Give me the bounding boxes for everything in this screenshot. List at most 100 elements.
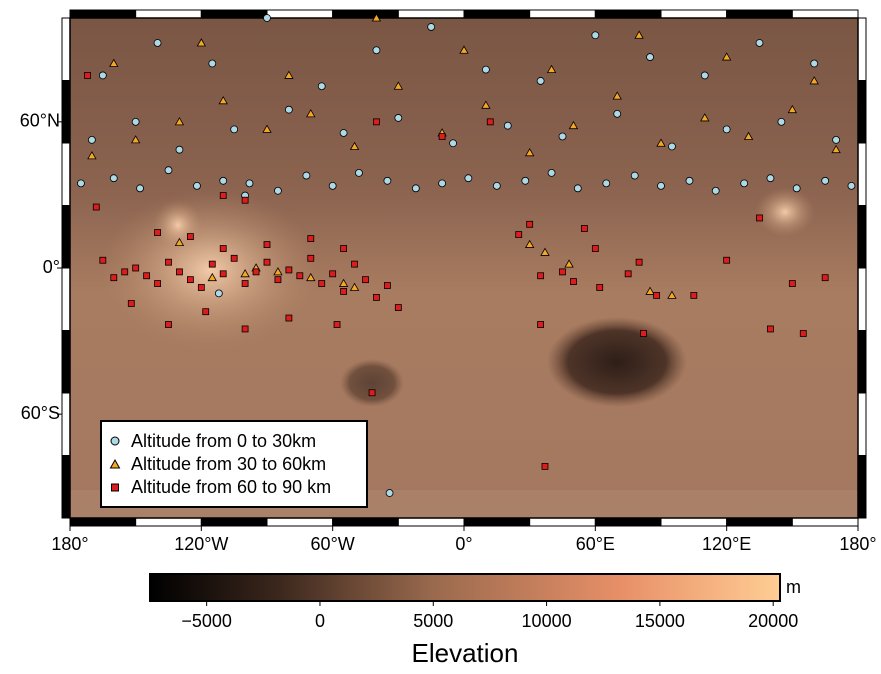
colorbar-tick-label: 0 xyxy=(315,611,325,631)
colorbar-tick-label: −5000 xyxy=(181,611,232,631)
x-tick-label: 180° xyxy=(51,534,88,554)
x-tick-label: 180° xyxy=(839,534,876,554)
x-tick-label: 60°W xyxy=(311,534,355,554)
point xyxy=(203,309,209,315)
point xyxy=(465,175,472,182)
point xyxy=(166,322,172,328)
frame-bar xyxy=(858,206,866,269)
point xyxy=(537,77,544,84)
point xyxy=(166,259,172,265)
frame-bar xyxy=(201,10,267,18)
frame-bar xyxy=(858,143,866,206)
frame-bar xyxy=(858,456,866,519)
point xyxy=(275,277,281,283)
legend-label: Altitude from 30 to 60km xyxy=(131,454,326,474)
legend-symbol xyxy=(112,484,119,491)
point xyxy=(132,118,139,125)
point xyxy=(77,180,84,187)
point xyxy=(522,177,529,184)
point xyxy=(581,225,587,231)
frame-bar xyxy=(62,143,70,206)
frame-bar xyxy=(62,331,70,394)
frame-bar xyxy=(62,81,70,144)
frame-bar xyxy=(136,10,202,18)
point xyxy=(133,265,139,271)
point xyxy=(220,271,226,277)
point xyxy=(614,110,621,117)
point xyxy=(369,390,375,396)
frame-bar xyxy=(70,10,136,18)
frame-bar xyxy=(792,518,858,526)
point xyxy=(363,277,369,283)
point xyxy=(242,197,248,203)
point xyxy=(712,187,719,194)
point xyxy=(542,463,548,469)
frame-bar xyxy=(530,10,596,18)
frame-bar xyxy=(62,18,70,81)
point xyxy=(384,177,391,184)
point xyxy=(592,246,598,252)
map-figure: 180°120°W60°W0°60°E120°E180°60°N0°60°S A… xyxy=(0,0,881,669)
colorbar-tick-label: 15000 xyxy=(635,611,685,631)
point xyxy=(231,255,237,261)
frame-bar xyxy=(136,518,202,526)
point xyxy=(538,322,544,328)
point xyxy=(724,257,730,263)
point xyxy=(137,185,144,192)
point xyxy=(395,305,401,311)
frame-bar xyxy=(661,518,727,526)
point xyxy=(789,281,795,287)
point xyxy=(246,180,253,187)
point xyxy=(822,177,829,184)
point xyxy=(439,180,446,187)
frame-bar xyxy=(595,518,661,526)
frame-bar xyxy=(62,393,70,456)
y-tick-label: 60°N xyxy=(20,111,60,131)
frame-bar xyxy=(398,10,464,18)
point xyxy=(767,175,774,182)
point xyxy=(176,146,183,153)
frame-bar xyxy=(858,268,866,331)
point xyxy=(574,185,581,192)
frame-bar xyxy=(858,331,866,394)
point xyxy=(209,60,216,67)
x-tick-label: 120°E xyxy=(702,534,751,554)
frame-bar xyxy=(62,206,70,269)
frame-bar xyxy=(398,518,464,526)
frame-bar xyxy=(62,456,70,519)
point xyxy=(822,275,828,281)
point xyxy=(154,39,161,46)
point xyxy=(155,230,161,236)
point xyxy=(242,281,248,287)
point xyxy=(220,193,226,199)
point xyxy=(286,315,292,321)
point xyxy=(668,143,675,150)
point xyxy=(340,129,347,136)
frame-bar xyxy=(727,10,793,18)
point xyxy=(155,281,161,287)
point xyxy=(198,284,204,290)
frame-bar xyxy=(530,518,596,526)
point xyxy=(548,169,555,176)
legend-symbol xyxy=(111,437,119,445)
frame-bar xyxy=(858,393,866,456)
point xyxy=(355,169,362,176)
point xyxy=(631,172,638,179)
point xyxy=(538,273,544,279)
point xyxy=(793,185,800,192)
frame-bar xyxy=(267,10,333,18)
point xyxy=(341,246,347,252)
colorbar-tick-label: 5000 xyxy=(413,611,453,631)
point xyxy=(308,236,314,242)
point xyxy=(701,72,708,79)
point xyxy=(450,140,457,147)
point xyxy=(560,269,566,275)
point xyxy=(373,47,380,54)
x-tick-label: 0° xyxy=(455,534,472,554)
point xyxy=(373,294,379,300)
point xyxy=(85,72,91,78)
x-tick-label: 60°E xyxy=(576,534,615,554)
point xyxy=(516,232,522,238)
point xyxy=(848,182,855,189)
point xyxy=(570,279,576,285)
